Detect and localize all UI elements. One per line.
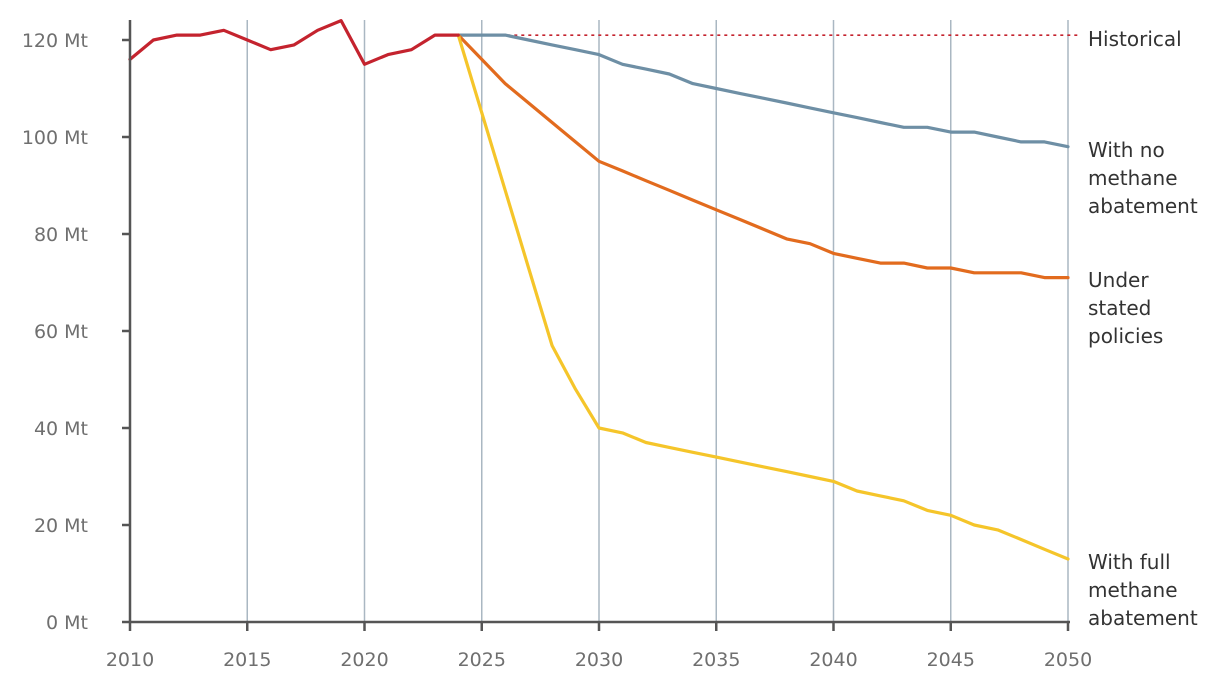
series-label-line: policies [1088, 324, 1163, 348]
series-label-line: With full [1088, 550, 1171, 574]
x-tick-label: 2010 [106, 649, 154, 671]
series-line-full-abatement [456, 33, 1070, 561]
y-tick-label: 0 Mt [46, 612, 88, 634]
x-tick-label: 2045 [927, 649, 975, 671]
y-tick-labels: 0 Mt 20 Mt 40 Mt 60 Mt 80 Mt 100 Mt 120 Mt [22, 30, 88, 634]
series-label-line: methane [1088, 578, 1178, 602]
axes [122, 20, 1070, 631]
series-lines [128, 19, 1070, 561]
x-tick-label: 2035 [692, 649, 740, 671]
vertical-gridlines [246, 20, 1069, 622]
x-tick-label: 2040 [809, 649, 857, 671]
series-label-historical: Historical [1088, 27, 1182, 51]
y-tick-label: 20 Mt [34, 515, 88, 537]
series-label-line: With no [1088, 138, 1165, 162]
series-line-no-abatement [456, 33, 1070, 149]
series-label-no-abatement: With no methane abatement [1088, 138, 1198, 218]
x-tick-label: 2050 [1044, 649, 1092, 671]
series-label-line: abatement [1088, 194, 1198, 218]
y-tick-label: 80 Mt [34, 224, 88, 246]
x-tick-label: 2015 [223, 649, 271, 671]
series-line-stated-policies [456, 33, 1070, 280]
x-tick-labels: 2010 2015 2020 2025 2030 2035 2040 2045 2050 [106, 649, 1092, 671]
series-label-stated-policies: Under stated policies [1088, 268, 1163, 348]
series-label-line: Historical [1088, 27, 1182, 51]
series-label-line: abatement [1088, 606, 1198, 630]
x-tick-label: 2025 [458, 649, 506, 671]
x-tick-label: 2020 [340, 649, 388, 671]
series-label-line: Under [1088, 268, 1149, 292]
series-label-line: methane [1088, 166, 1178, 190]
series-line-historical [128, 19, 460, 66]
series-label-full-abatement: With full methane abatement [1088, 550, 1198, 630]
x-tick-label: 2030 [575, 649, 623, 671]
y-tick-label: 60 Mt [34, 321, 88, 343]
y-tick-label: 40 Mt [34, 418, 88, 440]
series-label-line: stated [1088, 296, 1151, 320]
y-tick-label: 120 Mt [22, 30, 88, 52]
y-tick-label: 100 Mt [22, 127, 88, 149]
series-labels: Historical With no methane abatement Under st… [1088, 27, 1198, 630]
